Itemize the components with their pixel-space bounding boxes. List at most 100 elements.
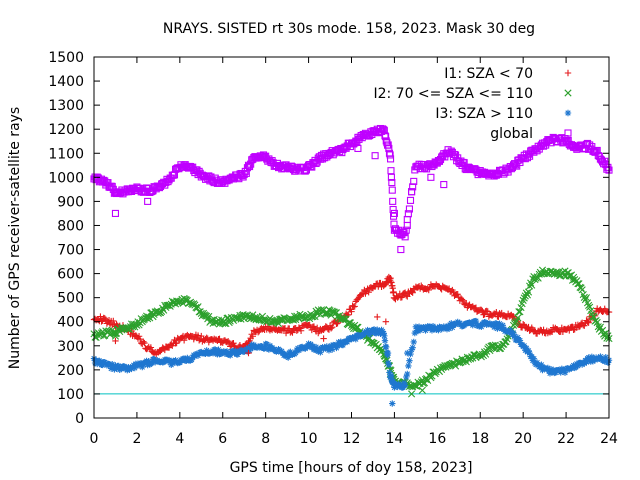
series-2 — [90, 317, 613, 391]
legend-label: I1: SZA < 70 — [444, 66, 533, 82]
data-point — [111, 332, 120, 340]
data-point — [403, 292, 410, 299]
data-point — [387, 173, 395, 181]
data-point — [139, 363, 146, 371]
data-point — [312, 159, 320, 168]
data-point — [585, 354, 592, 361]
data-point — [575, 323, 583, 331]
data-point — [404, 370, 411, 378]
data-point — [472, 317, 480, 325]
data-point — [523, 345, 530, 352]
data-point — [486, 347, 494, 355]
data-point — [148, 359, 156, 366]
data-point — [223, 348, 231, 355]
data-point — [405, 362, 412, 370]
data-point — [292, 349, 299, 356]
data-point — [334, 320, 341, 327]
data-point — [597, 353, 604, 360]
data-point — [101, 315, 108, 322]
data-point — [574, 362, 582, 370]
data-point — [560, 367, 568, 374]
data-point — [510, 329, 517, 337]
data-point — [278, 347, 285, 355]
data-point — [603, 165, 611, 173]
x-tick-label: 24 — [600, 431, 618, 447]
series-0 — [90, 273, 613, 358]
data-point — [249, 333, 256, 340]
data-point — [443, 326, 451, 333]
data-point — [126, 366, 133, 373]
data-point — [578, 361, 586, 368]
data-point — [91, 359, 99, 367]
data-point — [500, 325, 508, 333]
data-point — [353, 323, 361, 331]
data-point — [327, 342, 335, 349]
legend-marker — [564, 129, 572, 137]
data-point — [382, 318, 390, 325]
data-point — [312, 343, 320, 351]
data-point — [418, 386, 426, 394]
data-point — [136, 335, 144, 343]
data-point — [387, 155, 395, 163]
data-point — [317, 349, 324, 356]
data-point — [593, 318, 601, 327]
data-point — [481, 311, 488, 318]
data-point — [519, 296, 527, 304]
data-point — [402, 226, 410, 234]
data-point — [550, 366, 557, 373]
data-point — [401, 233, 409, 241]
data-point — [328, 324, 336, 331]
data-point — [112, 337, 119, 345]
data-point — [221, 319, 229, 327]
series-3 — [90, 124, 613, 241]
y-tick-label: 200 — [57, 363, 84, 379]
data-point — [404, 210, 412, 218]
data-point — [573, 360, 581, 367]
legend-marker — [564, 69, 572, 77]
data-point — [316, 346, 323, 353]
data-point — [388, 373, 395, 381]
data-point — [147, 344, 155, 351]
data-point — [427, 173, 435, 181]
data-point — [390, 209, 398, 217]
data-point — [245, 338, 252, 346]
data-point — [374, 313, 381, 321]
data-point — [381, 332, 388, 340]
data-point — [499, 322, 506, 329]
data-point — [354, 144, 362, 153]
data-point — [584, 318, 591, 325]
data-point — [219, 319, 227, 327]
data-point — [448, 320, 455, 327]
data-point — [129, 364, 136, 371]
data-point — [548, 368, 556, 376]
data-point — [110, 317, 117, 325]
data-point — [592, 316, 600, 325]
data-point — [513, 336, 520, 344]
data-point — [580, 293, 588, 301]
data-point — [394, 383, 401, 391]
data-point — [381, 337, 389, 344]
x-tick-label: 2 — [132, 431, 141, 447]
y-tick-label: 1100 — [48, 146, 84, 162]
data-point — [113, 365, 120, 372]
data-point — [570, 326, 577, 334]
data-point — [405, 205, 413, 213]
data-point — [284, 354, 292, 361]
data-point — [109, 360, 116, 368]
data-point — [327, 325, 335, 332]
data-point — [400, 379, 408, 386]
data-point — [348, 308, 355, 315]
data-point — [354, 323, 362, 331]
data-point — [604, 359, 612, 366]
data-point — [389, 205, 397, 214]
x-tick-label: 0 — [90, 431, 99, 447]
data-point — [514, 314, 522, 322]
x-tick-label: 10 — [300, 431, 318, 447]
data-point — [458, 296, 466, 303]
data-point — [538, 361, 545, 368]
x-tick-label: 22 — [557, 431, 575, 447]
data-point — [144, 197, 152, 205]
x-tick-label: 8 — [261, 431, 270, 447]
y-tick-label: 600 — [57, 267, 84, 283]
data-point — [107, 365, 115, 372]
